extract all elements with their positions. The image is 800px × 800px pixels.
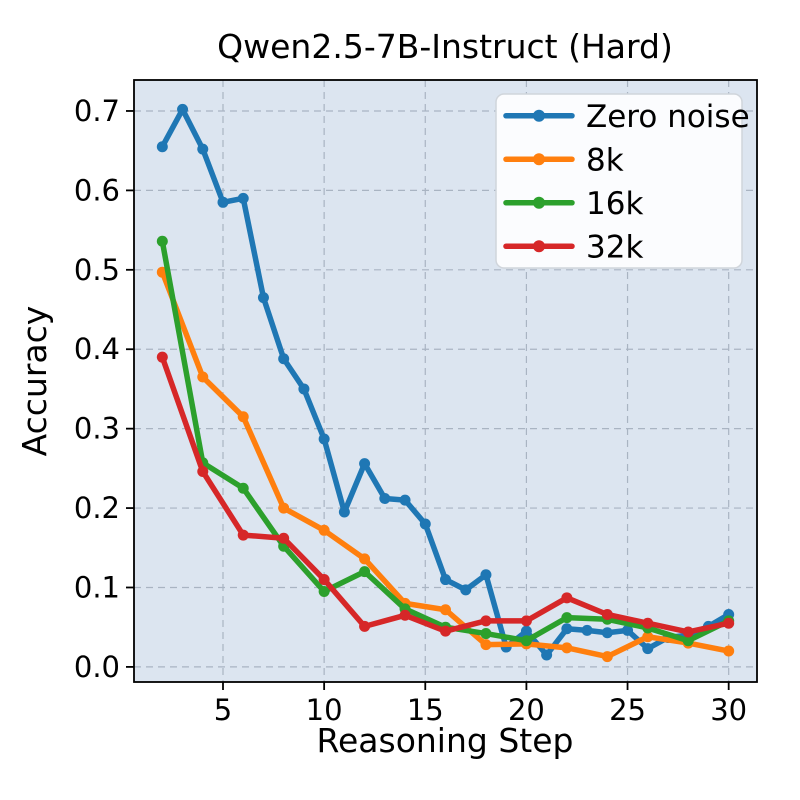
data-point-zero-noise xyxy=(338,506,350,518)
data-point-zero-noise xyxy=(520,625,532,637)
legend-item-label: Zero noise xyxy=(586,99,750,135)
axis-layer: 5 10 15 20 25 30 0.0 0.1 0.2 0.3 0.4 0.5 0.6 0.7 xyxy=(74,94,747,727)
data-point-8k xyxy=(318,524,330,536)
data-point-32k xyxy=(156,351,168,363)
data-point-8k xyxy=(723,645,735,657)
data-point-8k xyxy=(440,604,451,616)
axes-spine xyxy=(133,79,758,683)
data-point-8k xyxy=(237,411,249,423)
data-point-32k xyxy=(440,625,451,637)
series-32k xyxy=(156,351,735,638)
data-point-16k xyxy=(480,628,492,640)
y-tick-label: 0.5 xyxy=(74,253,120,287)
data-point-zero-noise xyxy=(257,292,269,304)
data-point-32k xyxy=(399,609,411,621)
data-point-32k xyxy=(520,615,532,627)
x-tick-label: 5 xyxy=(214,693,232,727)
data-point-32k xyxy=(197,466,209,478)
data-point-8k xyxy=(642,631,654,643)
data-point-zero-noise xyxy=(359,458,371,470)
y-tick-label: 0.4 xyxy=(74,332,120,366)
data-point-zero-noise xyxy=(379,493,391,505)
data-point-zero-noise xyxy=(622,624,634,636)
data-point-8k xyxy=(359,553,371,565)
data-point-8k xyxy=(480,639,492,651)
data-point-8k xyxy=(278,502,290,514)
x-tick-label: 10 xyxy=(306,693,343,727)
data-point-16k xyxy=(237,482,249,494)
data-point-16k xyxy=(318,585,330,597)
legend-marker xyxy=(533,109,545,122)
data-point-zero-noise xyxy=(581,624,593,636)
legend-marker xyxy=(533,196,545,209)
data-point-zero-noise xyxy=(177,103,189,115)
legend-item-label: 8k xyxy=(586,142,624,178)
data-point-32k xyxy=(278,532,290,544)
data-point-16k xyxy=(561,612,573,624)
data-point-zero-noise xyxy=(318,433,330,445)
data-point-zero-noise xyxy=(460,584,472,596)
data-point-zero-noise xyxy=(237,192,249,204)
x-tick-label: 15 xyxy=(407,693,444,727)
data-point-zero-noise xyxy=(217,196,229,208)
data-point-8k xyxy=(601,651,613,663)
x-tick-label: 25 xyxy=(609,693,646,727)
data-point-zero-noise xyxy=(561,623,573,635)
data-point-32k xyxy=(601,608,613,620)
y-axis-label: Accuracy xyxy=(15,306,54,457)
legend-box xyxy=(495,93,743,269)
y-tick-label: 0.1 xyxy=(74,570,120,604)
legend-item-32k: 32k xyxy=(503,229,643,265)
series-zero-noise xyxy=(156,103,735,661)
x-tick-label: 30 xyxy=(710,693,747,727)
legend-item-16k: 16k xyxy=(503,186,643,222)
x-tick-label: 20 xyxy=(508,693,545,727)
x-axis-label: Reasoning Step xyxy=(317,721,574,760)
series-8k xyxy=(156,266,735,663)
data-point-8k xyxy=(197,371,209,383)
data-point-32k xyxy=(359,620,371,632)
data-point-zero-noise xyxy=(197,143,209,155)
data-point-32k xyxy=(682,626,694,638)
data-point-zero-noise xyxy=(440,574,451,586)
data-point-32k xyxy=(561,592,573,604)
data-point-16k xyxy=(682,635,694,647)
legend-marker xyxy=(533,240,545,253)
data-point-zero-noise xyxy=(298,383,310,395)
chart-title: Qwen2.5-7B-Instruct (Hard) xyxy=(217,27,673,66)
data-point-zero-noise xyxy=(419,518,431,530)
data-point-16k xyxy=(359,566,371,578)
y-tick-label: 0.2 xyxy=(74,491,120,525)
y-tick-label: 0.6 xyxy=(74,173,120,207)
data-point-32k xyxy=(642,617,654,629)
data-point-32k xyxy=(723,617,735,629)
data-point-zero-noise xyxy=(642,643,654,655)
data-point-zero-noise xyxy=(278,353,290,365)
legend-item-8k: 8k xyxy=(503,142,624,178)
data-point-8k xyxy=(561,642,573,654)
y-tick-label: 0.3 xyxy=(74,412,120,446)
legend-item-label: 32k xyxy=(586,229,643,265)
data-point-32k xyxy=(237,529,249,541)
y-tick-label: 0.7 xyxy=(74,94,120,128)
legend-marker xyxy=(533,153,545,166)
data-point-zero-noise xyxy=(156,141,168,153)
legend-item-label: 16k xyxy=(586,186,643,222)
data-point-16k xyxy=(156,235,168,247)
data-point-zero-noise xyxy=(541,649,553,661)
data-point-zero-noise xyxy=(601,627,613,639)
data-point-32k xyxy=(318,574,330,586)
series-layer xyxy=(156,103,735,663)
data-point-zero-noise xyxy=(399,494,411,506)
legend-item-zero-noise: Zero noise xyxy=(503,99,750,135)
legend: Zero noise 8k 16k 32k xyxy=(495,93,750,269)
data-point-zero-noise xyxy=(480,569,492,581)
data-point-16k xyxy=(520,635,532,647)
y-tick-label: 0.0 xyxy=(74,650,120,684)
data-point-32k xyxy=(480,615,492,627)
